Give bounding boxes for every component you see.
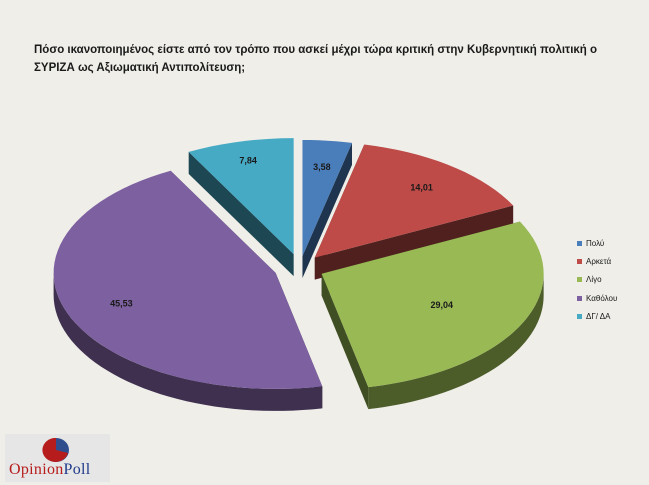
pie-slice-label-0: 3,58 <box>313 162 331 172</box>
legend-swatch-3 <box>577 295 582 301</box>
legend-swatch-4 <box>577 313 582 319</box>
legend-item-3: Καθόλου <box>577 293 617 304</box>
pie-slice-2 <box>321 221 544 388</box>
legend-label-4: ΔΓ/ ΔΑ <box>586 311 611 321</box>
pie-slice-label-2: 29,04 <box>431 300 454 310</box>
pie-slice-label-4: 7,84 <box>239 156 257 166</box>
legend-swatch-0 <box>577 241 582 246</box>
pie-slice-0 <box>302 139 352 256</box>
legend-label-1: Αρκετά <box>586 257 612 267</box>
pie-slice-label-3: 45,53 <box>110 299 133 309</box>
logo-text: OpinionPoll <box>9 461 91 478</box>
pie-slice-side-0 <box>302 142 352 278</box>
logo-circle-icon <box>42 437 69 462</box>
legend-label-2: Λίγο <box>586 275 602 285</box>
legend-item-1: Αρκετά <box>577 256 617 267</box>
chart-legend: Πολύ Αρκετά Λίγο Καθόλου ΔΓ/ ΔΑ <box>577 238 617 329</box>
legend-swatch-2 <box>577 277 582 283</box>
legend-swatch-1 <box>577 259 582 265</box>
pie-slice-4 <box>188 138 294 255</box>
pie-slice-3 <box>53 170 323 389</box>
legend-label-0: Πολύ <box>586 239 605 248</box>
legend-item-4: ΔΓ/ ΔΑ <box>577 311 617 322</box>
pie-slice-side-4 <box>188 151 294 277</box>
legend-item-0: Πολύ <box>577 238 617 249</box>
pie-slice-label-1: 14,01 <box>410 182 433 192</box>
legend-item-2: Λίγο <box>577 274 617 285</box>
legend-label-3: Καθόλου <box>586 293 618 303</box>
opinion-poll-logo: OpinionPoll <box>5 434 110 482</box>
chart-title: Πόσο ικανοποιημένος είστε από τον τρόπο … <box>34 44 598 74</box>
pie-slice-1 <box>314 144 514 258</box>
